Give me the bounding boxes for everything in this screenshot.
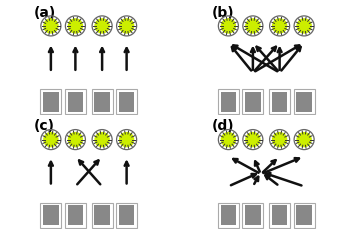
Circle shape xyxy=(95,133,109,147)
Circle shape xyxy=(297,133,311,147)
Bar xyxy=(269,203,290,228)
Bar xyxy=(40,203,61,228)
Bar xyxy=(67,205,83,225)
Text: (d): (d) xyxy=(212,119,234,133)
Bar xyxy=(116,203,137,228)
Circle shape xyxy=(222,133,235,147)
Bar xyxy=(294,203,315,228)
Bar xyxy=(242,89,263,115)
Circle shape xyxy=(246,133,260,147)
Circle shape xyxy=(297,20,311,34)
Bar xyxy=(296,205,312,225)
Bar xyxy=(269,89,290,115)
Circle shape xyxy=(44,20,58,34)
Text: (b): (b) xyxy=(212,6,234,20)
Bar xyxy=(94,92,110,112)
Bar xyxy=(119,92,135,112)
Circle shape xyxy=(120,133,133,147)
Bar xyxy=(40,89,61,115)
Bar xyxy=(296,92,312,112)
Bar xyxy=(272,205,288,225)
Circle shape xyxy=(95,20,109,34)
Bar xyxy=(116,89,137,115)
Bar xyxy=(119,205,135,225)
Bar xyxy=(92,203,113,228)
Bar xyxy=(65,203,86,228)
Bar xyxy=(272,92,288,112)
Bar xyxy=(220,205,236,225)
Circle shape xyxy=(246,20,260,34)
Bar xyxy=(218,203,239,228)
Bar xyxy=(65,89,86,115)
Bar xyxy=(294,89,315,115)
Circle shape xyxy=(273,133,286,147)
Circle shape xyxy=(69,20,82,34)
Bar xyxy=(67,92,83,112)
Bar xyxy=(245,205,261,225)
Circle shape xyxy=(222,20,235,34)
Text: (a): (a) xyxy=(34,6,56,20)
Circle shape xyxy=(120,20,133,34)
Bar xyxy=(94,205,110,225)
Circle shape xyxy=(69,133,82,147)
Bar xyxy=(245,92,261,112)
Bar xyxy=(43,205,59,225)
Bar xyxy=(220,92,236,112)
Bar xyxy=(218,89,239,115)
Bar xyxy=(92,89,113,115)
Circle shape xyxy=(273,20,286,34)
Text: (c): (c) xyxy=(34,119,55,133)
Bar xyxy=(43,92,59,112)
Circle shape xyxy=(44,133,58,147)
Bar xyxy=(242,203,263,228)
